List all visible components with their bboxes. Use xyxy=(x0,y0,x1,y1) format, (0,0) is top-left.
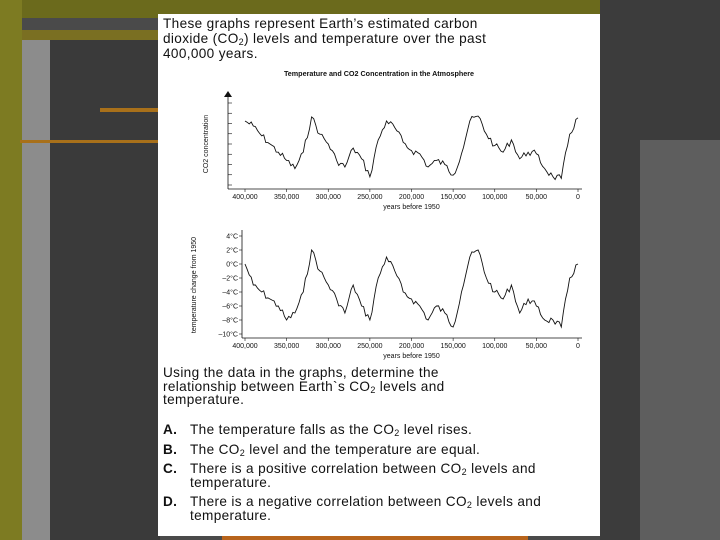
intro-line-3: 400,000 years. xyxy=(163,46,258,61)
question-prompt: Using the data in the graphs, determine … xyxy=(163,366,599,407)
background-right-grey xyxy=(640,140,720,540)
x-tick-label: 0 xyxy=(576,194,580,201)
option-subscript: 2 xyxy=(466,500,473,510)
intro-line-1: These graphs represent Earth’s estimated… xyxy=(163,16,478,31)
option-text: There is a negative correlation between … xyxy=(190,494,467,509)
y-axis-label: temperature change from 1950 xyxy=(191,237,198,333)
x-tick-label: 200,000 xyxy=(399,343,424,350)
x-tick-label: 300,000 xyxy=(316,343,341,350)
y-tick-label: –4°C xyxy=(222,289,238,297)
x-axis-label: years before 1950 xyxy=(383,204,440,211)
question-subscript: 2 xyxy=(370,384,376,395)
x-tick-label: 400,000 xyxy=(232,194,257,201)
y-tick-label: –10°C xyxy=(218,331,238,339)
intro-paragraph: These graphs represent Earth’s estimated… xyxy=(163,16,599,61)
data-series-line xyxy=(244,248,579,329)
background-top-band xyxy=(0,0,720,18)
y-tick-label: –6°C xyxy=(222,303,238,311)
y-tick-label: 0°C xyxy=(226,261,238,269)
option-text: levels and temperature. xyxy=(190,461,536,490)
x-tick-label: 100,000 xyxy=(482,343,507,350)
background-left-grey xyxy=(22,40,50,540)
option-letter: B. xyxy=(163,441,178,457)
option-letter: C. xyxy=(163,461,178,476)
intro-subscript: 2 xyxy=(238,37,244,47)
answer-option-d[interactable]: D. There is a negative correlation betwee… xyxy=(163,495,599,522)
y-tick-label: 2°C xyxy=(226,247,238,255)
question-line-2: relationship between Earth`s CO2 levels … xyxy=(163,378,599,395)
option-text: level and the temperature are equal. xyxy=(245,441,481,457)
background-bottom-accent xyxy=(222,532,528,540)
background-accent-line-2 xyxy=(20,140,162,143)
x-tick-label: 200,000 xyxy=(399,194,424,201)
background-left-band xyxy=(0,0,22,540)
question-text-part: levels and xyxy=(375,378,445,394)
x-tick-label: 300,000 xyxy=(316,194,341,201)
answer-option-b[interactable]: B. The CO2 level and the temperature are … xyxy=(163,441,599,458)
x-axis-label: years before 1950 xyxy=(383,353,440,360)
answer-option-a[interactable]: A. The temperature falls as the CO2 level… xyxy=(163,422,599,438)
option-text: There is a positive correlation between … xyxy=(190,461,462,476)
x-tick-label: 350,000 xyxy=(274,343,299,350)
x-tick-label: 100,000 xyxy=(482,194,507,201)
option-text: The temperature falls as the CO xyxy=(190,422,395,437)
x-tick-label: 150,000 xyxy=(440,343,465,350)
x-tick-label: 150,000 xyxy=(440,194,465,201)
intro-line-2: dioxide (CO2) levels and temperature ove… xyxy=(163,31,599,47)
x-tick-label: 0 xyxy=(576,343,580,350)
option-subscript: 2 xyxy=(461,467,467,477)
intro-text-part: dioxide (CO xyxy=(163,31,239,46)
answer-option-c[interactable]: C. There is a positive correlation betwee… xyxy=(163,462,599,489)
co2-chart: 400,000 350,000 300,000 250,000 200,000 150,0… xyxy=(203,91,582,211)
option-subscript: 2 xyxy=(239,447,246,458)
x-tick-label: 50,000 xyxy=(526,343,548,350)
y-tick-label: 4°C xyxy=(226,233,238,241)
background-left-dark xyxy=(50,40,160,540)
x-tick-label: 250,000 xyxy=(357,343,382,350)
option-letter: A. xyxy=(163,422,178,437)
x-tick-label: 400,000 xyxy=(232,343,257,350)
y-axis-arrow xyxy=(224,91,232,97)
worksheet: These graphs represent Earth’s estimated… xyxy=(158,14,600,536)
question-text-part: relationship between Earth`s CO xyxy=(163,378,371,394)
question-line-3: temperature. xyxy=(163,392,245,407)
data-series-line xyxy=(244,115,579,181)
x-tick-label: 350,000 xyxy=(274,194,299,201)
x-tick-label: 50,000 xyxy=(526,194,548,201)
temperature-chart: 400,000 350,000 300,000 250,000 200,000 150,0… xyxy=(191,230,582,360)
chart-title: Temperature and CO2 Concentration in the… xyxy=(283,69,475,78)
question-line-1: Using the data in the graphs, determine … xyxy=(163,365,439,380)
y-tick-label: –2°C xyxy=(222,275,238,283)
y-axis-label: CO2 concentration xyxy=(203,115,210,173)
option-subscript: 2 xyxy=(394,428,400,438)
answer-options: A. The temperature falls as the CO2 level… xyxy=(163,423,599,528)
option-text: level rises. xyxy=(399,422,473,437)
option-text: levels and temperature. xyxy=(190,494,542,523)
y-tick-label: –8°C xyxy=(222,317,238,325)
background-accent-line xyxy=(100,108,162,112)
option-text: The CO xyxy=(190,441,240,457)
intro-text-part: ) levels and temperature over the past xyxy=(243,31,487,46)
option-letter: D. xyxy=(163,494,178,509)
x-tick-label: 250,000 xyxy=(357,194,382,201)
